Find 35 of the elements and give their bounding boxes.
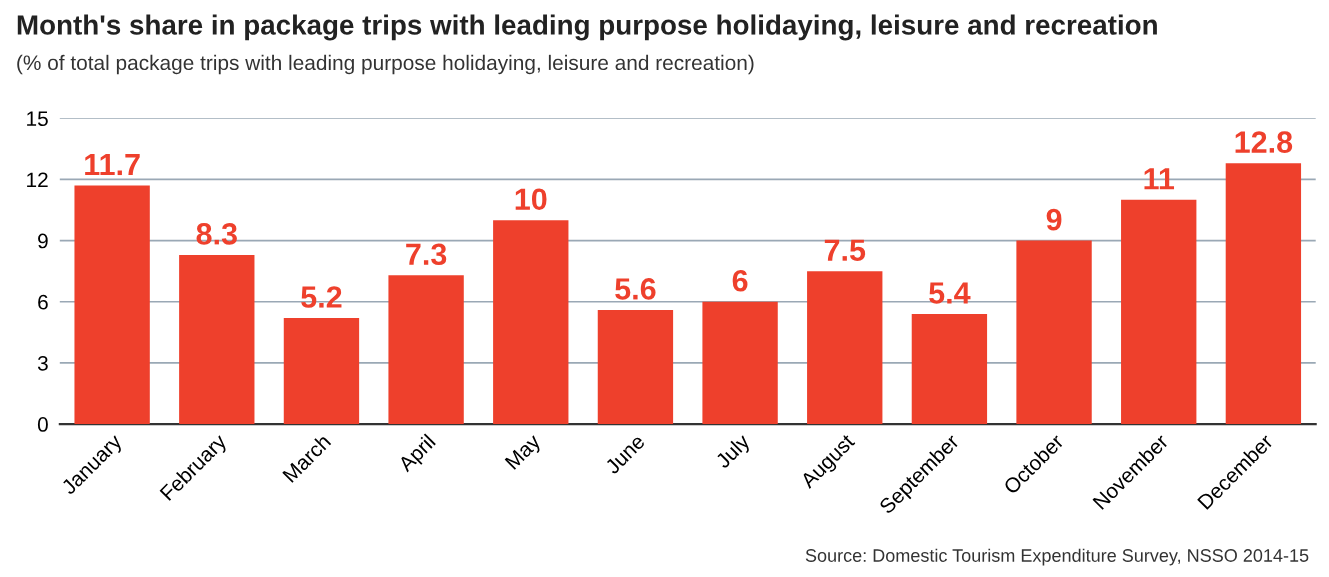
bar [1121,199,1197,425]
y-tick-label: 0 [37,417,48,432]
data-label: 5.4 [929,282,971,304]
y-tick-label: 12 [27,172,48,187]
data-label: 11.7 [85,154,140,176]
data-label: 5.6 [615,278,656,300]
bar [1016,240,1092,425]
data-label: 7.3 [406,243,447,266]
source-note: Source: Domestic Tourism Expenditure Survey, NSSO 2014-15 [805,548,1309,566]
data-label: 7.5 [824,239,866,261]
bar [179,254,255,425]
y-tick-label: 9 [38,233,48,249]
data-label: 11 [1144,168,1175,190]
bar [911,314,988,425]
x-tick-label: May [504,433,545,473]
data-label: 12.8 [1235,131,1293,153]
bar [388,275,464,425]
data-label: 6 [732,269,748,292]
chart-title: Month's share in package trips with leading purpose holidaying, leisure and recreation [17,14,1157,41]
bar [493,220,569,425]
data-label: 5.2 [301,286,342,308]
data-label: 10 [515,188,547,211]
bar [74,185,150,425]
data-label: 9 [1046,208,1062,231]
chart-subtitle: (% of total package trips with leading purpose holidaying, leisure and recreation) [17,54,754,75]
x-tick-label: July [714,432,754,473]
bar [597,309,674,425]
y-tick-label: 6 [38,294,48,310]
bar [702,301,778,425]
y-tick-label: 3 [37,355,48,371]
bar [1225,163,1302,425]
bar [807,271,883,425]
y-tick-label: 15 [27,111,48,127]
data-label: 8.3 [196,223,237,245]
bar [283,318,360,425]
